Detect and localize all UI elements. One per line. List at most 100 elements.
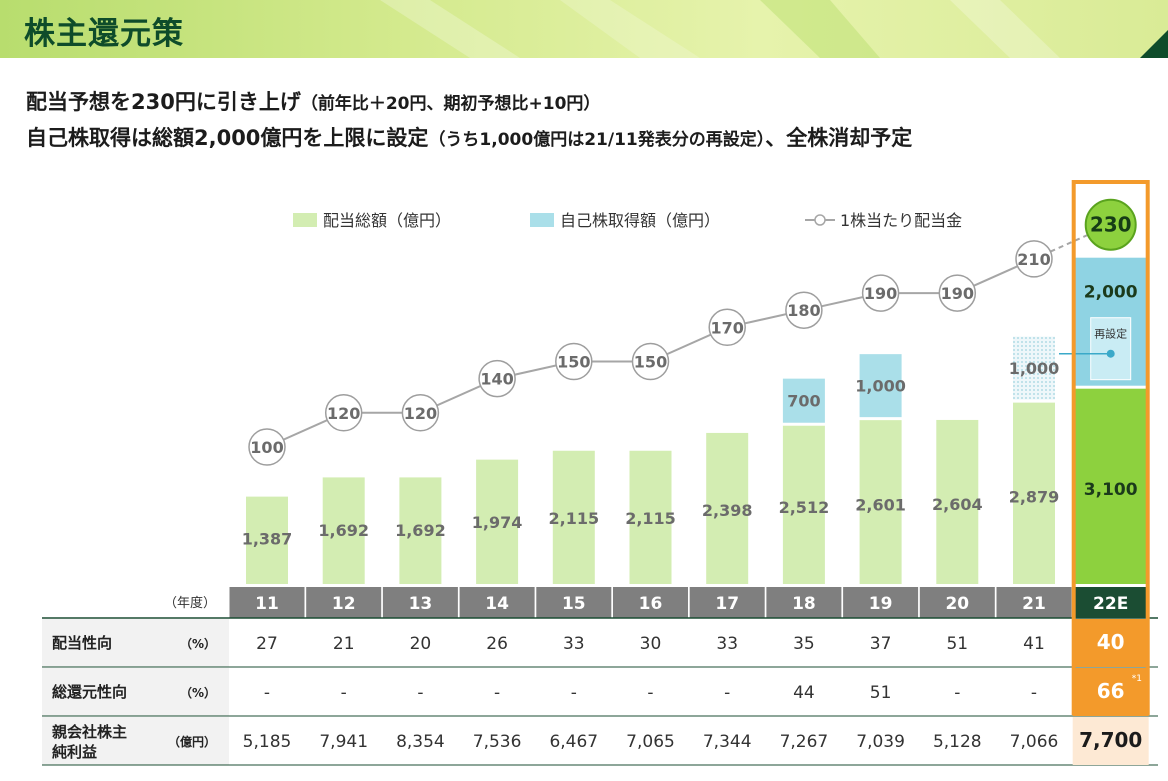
table-cell-0-21: 41	[1023, 634, 1045, 654]
dps-label-11: 100	[250, 438, 283, 457]
bar-dividend-label-14: 1,974	[472, 513, 523, 532]
bar-dividend-18	[782, 425, 825, 584]
bar-dividend-14	[476, 459, 519, 584]
year-label-12: 12	[332, 594, 356, 614]
bar-buyback-18	[782, 378, 825, 423]
table-cell-2-22E: 7,700	[1079, 728, 1142, 752]
table-cell-1-21: -	[1031, 683, 1037, 703]
table-row-label-0: 配当性向	[52, 634, 112, 652]
table-cell-2-17: 7,344	[703, 732, 752, 752]
table-cell-0-17: 33	[716, 634, 738, 654]
table-cell-0-22E: 40	[1097, 630, 1125, 654]
table-cell-1-14: -	[494, 683, 500, 703]
bar-dividend-label-20: 2,604	[932, 495, 983, 514]
table-cell-2-18: 7,267	[780, 732, 829, 752]
table-row-unit-2: （億円）	[168, 734, 216, 749]
table-cell-2-14: 7,536	[473, 732, 522, 752]
table-cell-2-12: 7,941	[319, 732, 368, 752]
year-cell-20	[919, 587, 995, 618]
table-cell-2-16: 7,065	[626, 732, 675, 752]
bar-dividend-label-18: 2,512	[779, 498, 830, 517]
dps-marker-18	[785, 291, 823, 329]
bar-dividend-17	[706, 432, 749, 584]
table-row-label-2-line2: 純利益	[52, 743, 97, 761]
table-cell-1-20: -	[954, 683, 960, 703]
year-cell-21	[996, 587, 1072, 618]
dps-label-18: 180	[787, 301, 820, 320]
year-cell-14	[459, 587, 535, 618]
table-cell-1-12: -	[341, 683, 347, 703]
table-cell-0-20: 51	[946, 634, 968, 654]
dps-label-22E: 230	[1090, 213, 1132, 237]
bar-dividend-label-15: 2,115	[548, 509, 599, 528]
legend-swatch-dividend	[293, 213, 317, 227]
legend-swatch-buyback	[530, 213, 554, 227]
bar-buyback-label-22E: 2,000	[1084, 283, 1138, 303]
legend-label-buyback: 自己株取得額（億円）	[560, 211, 720, 230]
table-cell-1-17: -	[724, 683, 730, 703]
title-banner: 株主還元策	[0, 0, 1168, 58]
year-label-22E: 22E	[1093, 594, 1128, 614]
year-cell-17	[689, 587, 765, 618]
table-row-header-bg-1	[42, 668, 229, 716]
x-axis-label: （年度）	[164, 595, 216, 611]
table-row-header-bg-0	[42, 619, 229, 667]
year-cell-12	[306, 587, 382, 618]
subtitle-dividend-main: 配当予想を230円に引き上げ	[26, 90, 301, 114]
dps-label-16: 150	[634, 353, 667, 372]
subtitle-buyback-tail: 、全株消却予定	[765, 126, 913, 150]
year-label-18: 18	[792, 594, 816, 614]
bar-dividend-label-12: 1,692	[318, 521, 369, 540]
table-cell-2-21: 7,066	[1010, 732, 1059, 752]
year-cell-13	[382, 587, 458, 618]
year-label-16: 16	[639, 594, 663, 614]
reset-label: 再設定	[1094, 327, 1127, 341]
table-row-label-1: 総還元性向	[52, 683, 127, 701]
table-cell-1-13: -	[417, 683, 423, 703]
legend-label-dps: 1株当たり配当金	[840, 211, 962, 230]
dps-label-14: 140	[480, 370, 513, 389]
table-cell-1-22E: 66	[1097, 679, 1125, 703]
table-cell-2-20: 5,128	[933, 732, 982, 752]
reset-box	[1090, 317, 1132, 381]
table-cell-2-19: 7,039	[856, 732, 905, 752]
bar-dividend-label-13: 1,692	[395, 521, 446, 540]
dps-marker-12	[324, 394, 363, 432]
bar-dividend-label-19: 2,601	[855, 495, 906, 514]
table-cell-2-13: 8,354	[396, 732, 445, 752]
dps-marker-13	[401, 394, 440, 432]
bars: 1,387 1,692 1,692 1,974 2,115 2,115 2,398 2,512…	[242, 257, 1147, 584]
table-cell-1-16: -	[647, 683, 653, 703]
banner-decoration	[380, 0, 1168, 58]
table-row-unit-0: （%）	[180, 636, 216, 651]
dps-label-12: 120	[327, 404, 360, 423]
legend-label-dividend: 配当総額（億円）	[323, 211, 451, 230]
dps-marker-21	[1015, 240, 1053, 278]
table-cell-2-11: 5,185	[243, 732, 292, 752]
dps-marker-16	[631, 342, 670, 381]
table-forecast-cell-bg-1	[1072, 668, 1149, 716]
subtitle-dividend: 配当予想を230円に引き上げ（前年比＋20円、期初予想比+10円）	[26, 86, 600, 116]
dps-marker-11	[248, 428, 286, 466]
year-label-15: 15	[562, 594, 586, 614]
year-cell-16	[613, 587, 688, 618]
table-cell-2-15: 6,467	[549, 732, 598, 752]
legend: 配当総額（億円） 自己株取得額（億円） 1株当たり配当金	[293, 211, 962, 230]
bar-buyback-label-19: 1,000	[855, 377, 906, 396]
bar-dividend-label-16: 2,115	[625, 509, 676, 528]
year-cell-18	[766, 587, 842, 618]
bar-dividend-label-17: 2,398	[702, 501, 753, 520]
page-title: 株主還元策	[24, 16, 184, 52]
year-label-19: 19	[869, 594, 893, 614]
year-cell-11	[229, 587, 305, 618]
table-cell-1-15: -	[571, 683, 577, 703]
forecast-highlight	[1071, 180, 1150, 715]
table-cell-0-13: 20	[410, 634, 432, 654]
dps-label-20: 190	[941, 284, 974, 303]
table-forecast-cell-bg-0	[1072, 619, 1149, 667]
dps-marker-22E	[1084, 198, 1137, 251]
table-cell-0-14: 26	[486, 634, 508, 654]
dps-label-15: 150	[557, 353, 590, 372]
subtitle-dividend-note: （前年比＋20円、期初予想比+10円）	[300, 94, 601, 114]
